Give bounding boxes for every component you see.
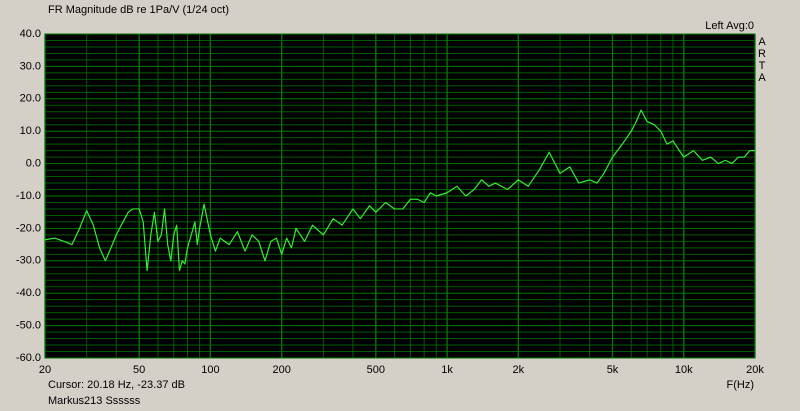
x-tick-label: 100	[201, 364, 219, 376]
x-tick-label: 2k	[513, 364, 525, 376]
y-tick-label: -50.0	[16, 320, 41, 332]
y-tick-label: -20.0	[16, 222, 41, 234]
y-tick-label: 0.0	[26, 158, 41, 170]
y-tick-label: -40.0	[16, 287, 41, 299]
x-tick-label: 10k	[675, 364, 693, 376]
y-tick-label: -10.0	[16, 190, 41, 202]
y-tick-label: -60.0	[16, 352, 41, 364]
y-tick-label: -30.0	[16, 255, 41, 267]
brand: ARTA	[756, 36, 768, 84]
x-tick-label: 20	[39, 364, 51, 376]
footer-text: Markus213 Ssssss	[48, 395, 141, 407]
x-tick-label: 5k	[607, 364, 619, 376]
y-tick-label: 30.0	[20, 60, 41, 72]
x-axis-label: F(Hz)	[727, 379, 755, 391]
chart-title: FR Magnitude dB re 1Pa/V (1/24 oct)	[48, 4, 229, 16]
y-tick-label: 40.0	[20, 28, 41, 40]
y-tick-label: 20.0	[20, 93, 41, 105]
x-tick-label: 20k	[746, 364, 764, 376]
x-tick-label: 1k	[441, 364, 453, 376]
y-tick-label: 10.0	[20, 125, 41, 137]
x-tick-label: 50	[133, 364, 145, 376]
cursor-readout: Cursor: 20.18 Hz, -23.37 dB	[48, 379, 185, 391]
x-tick-label: 500	[367, 364, 385, 376]
response-curve	[44, 109, 755, 272]
x-tick-label: 200	[272, 364, 290, 376]
plot-frame	[44, 33, 756, 359]
corner-label: Left Avg:0	[705, 20, 754, 32]
